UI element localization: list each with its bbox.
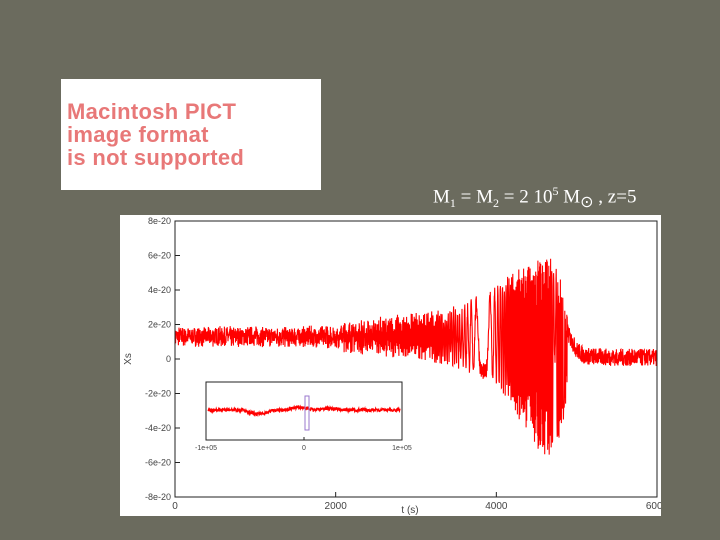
y-tick-label: -2e-20 (145, 389, 171, 399)
pict-notice-line-3: is not supported (67, 145, 245, 170)
caption-tail: , z=5 (593, 186, 637, 208)
sun-symbol-icon: ⊙ (580, 194, 594, 212)
pict-unsupported-notice: Macintosh PICT image format is not suppo… (61, 79, 321, 190)
y-tick-label: -6e-20 (145, 458, 171, 468)
x-tick-label: 2000 (325, 501, 348, 512)
caption-eq-1: = M (455, 186, 494, 208)
y-tick-label: 6e-20 (148, 251, 171, 261)
y-tick-label: 8e-20 (148, 216, 171, 226)
caption-msun: M (558, 186, 581, 208)
caption-sub-2: 2 (493, 196, 500, 211)
inset-signal-line (207, 404, 401, 418)
x-axis-label: t (s) (401, 505, 418, 516)
y-tick-label: 2e-20 (148, 320, 171, 330)
inset-highlight-box (304, 395, 310, 431)
y-axis-label: Xs (123, 353, 134, 365)
inset-x-tick-label: -1e+05 (195, 445, 217, 452)
y-tick-label: 4e-20 (148, 285, 171, 295)
x-tick-label: 0 (172, 501, 178, 512)
pict-notice-line-1: Macintosh PICT (67, 99, 237, 124)
plot-panel: 8e-20 6e-20 4e-20 2e-20 0 -2e-20 -4e-20 -6e-20 -… (120, 215, 669, 516)
plot-frame (174, 220, 658, 498)
x-tick-label: 4000 (485, 501, 508, 512)
inset-x-tick-label: 1e+05 (392, 445, 412, 452)
pict-notice-line-2: image format (67, 122, 209, 147)
inset-x-tick-label: 0 (302, 445, 306, 452)
caption-exponent: 5 (552, 184, 559, 198)
strain-chart: 8e-20 6e-20 4e-20 2e-20 0 -2e-20 -4e-20 -6e-20 -… (123, 216, 669, 516)
x-tick-label: 6000 (646, 501, 661, 512)
caption-m1: M (433, 186, 450, 208)
signal-line (174, 258, 658, 455)
caption-sub-1: 1 (449, 196, 456, 211)
y-tick-label: 0 (166, 354, 171, 364)
y-tick-label: -4e-20 (145, 423, 171, 433)
y-tick-label: -8e-20 (145, 492, 171, 502)
mass-redshift-caption: M1 = M2 = 2 105 M⊙ , z=5 (433, 184, 636, 212)
caption-eq-2: = 2 10 (499, 186, 553, 208)
